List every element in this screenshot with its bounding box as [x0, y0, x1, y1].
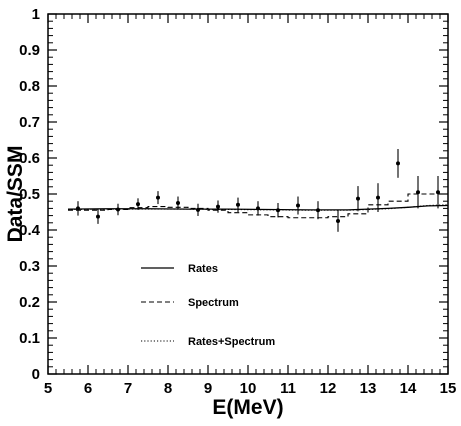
data-point	[296, 203, 300, 208]
y-tick-label: 0.3	[19, 258, 40, 275]
data-point	[436, 190, 440, 195]
data-points	[76, 149, 440, 232]
data-point	[196, 207, 200, 212]
y-tick-label: 0	[32, 366, 40, 383]
data-point	[136, 202, 140, 207]
data-point	[416, 190, 420, 195]
y-tick-label: 0.9	[19, 42, 40, 59]
y-tick-label: 0.7	[19, 114, 40, 131]
series-line-spectrum	[68, 193, 448, 219]
legend-label: Rates	[188, 263, 218, 275]
legend-label: Spectrum	[188, 297, 239, 309]
x-axis-ticks: 5 6 7 8 9 10 11 12 13 14 15	[44, 14, 457, 397]
data-point	[396, 161, 400, 166]
x-tick-label: 13	[360, 380, 377, 397]
data-point	[116, 207, 120, 212]
x-axis-title: E(MeV)	[212, 396, 283, 419]
x-tick-label: 12	[320, 380, 337, 397]
y-tick-label: 0.8	[19, 78, 40, 95]
data-point	[176, 201, 180, 205]
legend: Rates Spectrum Rates+Spectrum	[141, 263, 275, 348]
y-tick-label: 0.5	[19, 186, 40, 203]
data-point	[236, 202, 240, 207]
x-tick-label: 10	[240, 380, 257, 397]
data-point	[356, 196, 360, 201]
x-tick-label: 15	[440, 380, 457, 397]
y-tick-label: 0.6	[19, 150, 40, 167]
data-point	[156, 195, 160, 200]
plot-area: 5 6 7 8 9 10 11 12 13 14 15 0 0.1 0.2 0.3 0.4 0.5 0.6 0.7…	[19, 6, 456, 397]
y-tick-label: 0.4	[19, 222, 41, 239]
y-axis-title: Data/SSM	[4, 146, 27, 243]
series-layer	[67, 193, 449, 219]
x-tick-label: 8	[164, 380, 172, 397]
x-tick-label: 5	[44, 380, 52, 397]
x-tick-label: 14	[400, 380, 417, 397]
y-axis-ticks: 0 0.1 0.2 0.3 0.4 0.5 0.6 0.7 0.8 0.9 1	[19, 6, 448, 383]
data-point	[216, 204, 220, 209]
data-point	[256, 206, 260, 211]
x-tick-label: 9	[204, 380, 212, 397]
data-point	[276, 208, 280, 213]
y-tick-label: 0.2	[19, 294, 40, 311]
y-tick-label: 0.1	[19, 330, 40, 347]
x-tick-label: 7	[124, 380, 132, 397]
x-tick-label: 11	[280, 380, 296, 397]
data-point	[336, 219, 340, 223]
data-point	[76, 206, 80, 211]
data-point	[96, 214, 100, 219]
x-tick-label: 6	[84, 380, 92, 397]
y-tick-label: 1	[32, 6, 40, 23]
legend-label: Rates+Spectrum	[188, 336, 275, 348]
data-point	[376, 195, 380, 200]
plot-frame	[47, 13, 449, 375]
data-point	[316, 208, 320, 213]
series-line-rates-spectrum	[67, 204, 449, 211]
